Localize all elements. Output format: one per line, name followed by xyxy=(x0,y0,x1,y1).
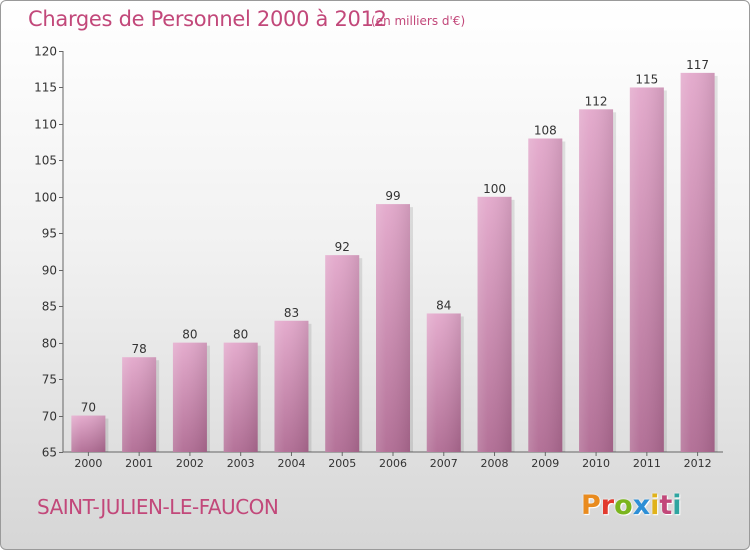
bar-highlight xyxy=(477,196,512,452)
logo-letter: r xyxy=(600,490,615,521)
bar-highlight xyxy=(376,204,410,452)
y-tick-label: 100 xyxy=(34,191,57,205)
y-tick-label: 90 xyxy=(42,264,57,278)
data-label: 92 xyxy=(335,240,350,254)
logo-letter: x xyxy=(632,490,651,521)
bar-highlight xyxy=(579,109,614,452)
logo-letter: i xyxy=(650,490,660,521)
x-tick-label: 2008 xyxy=(481,457,509,470)
data-label: 100 xyxy=(483,182,506,196)
logo-letter: t xyxy=(659,490,673,521)
x-tick-label: 2004 xyxy=(277,457,305,470)
x-tick-label: 2010 xyxy=(582,457,610,470)
chart-subtitle: (en milliers d'€) xyxy=(371,14,466,28)
bar-highlight xyxy=(71,415,106,452)
logo-letter: o xyxy=(614,490,633,521)
y-tick-label: 115 xyxy=(34,81,57,95)
proxiti-logo[interactable]: Proxiti xyxy=(581,490,682,521)
y-tick-label: 95 xyxy=(42,227,57,241)
data-label: 80 xyxy=(233,328,248,342)
bar-highlight xyxy=(325,255,360,452)
x-tick-label: 2009 xyxy=(531,457,559,470)
y-tick-label: 65 xyxy=(42,446,57,460)
bar-highlight xyxy=(629,87,664,453)
bar-highlight xyxy=(528,138,563,452)
y-tick-label: 70 xyxy=(42,410,57,424)
data-label: 99 xyxy=(385,189,400,203)
x-tick-label: 2006 xyxy=(379,457,407,470)
y-tick-label: 120 xyxy=(34,45,57,59)
data-label: 70 xyxy=(81,401,96,415)
chart-title: Charges de Personnel 2000 à 2012 xyxy=(28,7,387,31)
logo-letter: P xyxy=(581,490,601,521)
bar-highlight xyxy=(274,320,309,452)
bar-highlight xyxy=(172,342,207,452)
bar-highlight xyxy=(426,313,461,452)
x-tick-label: 2003 xyxy=(227,457,255,470)
data-label: 80 xyxy=(182,328,197,342)
data-label: 84 xyxy=(436,298,451,312)
data-label: 108 xyxy=(534,123,557,137)
y-tick-label: 75 xyxy=(42,373,57,387)
data-label: 83 xyxy=(284,306,299,320)
bar-highlight xyxy=(223,342,258,452)
x-tick-label: 2001 xyxy=(125,457,153,470)
data-label: 115 xyxy=(635,72,658,86)
commune-name: SAINT-JULIEN-LE-FAUCON xyxy=(37,495,279,519)
y-tick-label: 85 xyxy=(42,300,57,314)
x-tick-label: 2000 xyxy=(74,457,102,470)
bars xyxy=(71,72,718,453)
y-tick-label: 80 xyxy=(42,337,57,351)
bar-highlight xyxy=(680,72,715,452)
x-tick-label: 2012 xyxy=(684,457,712,470)
y-tick-label: 110 xyxy=(34,118,57,132)
data-label: 112 xyxy=(585,94,608,108)
axes: 65 70 75 80 85 90 95 100 105 110 115 120 xyxy=(34,45,723,460)
x-tick-label: 2007 xyxy=(430,457,458,470)
x-tick-label: 2005 xyxy=(328,457,356,470)
y-tick-label: 105 xyxy=(34,154,57,168)
data-label: 78 xyxy=(132,342,147,356)
x-tick-label: 2011 xyxy=(633,457,661,470)
x-tick-label: 2002 xyxy=(176,457,204,470)
logo-letter: i xyxy=(672,490,682,521)
labels: 2000 70 2001 78 2002 80 2003 80 2004 83 2005 92 2006… xyxy=(74,58,711,470)
bar-highlight xyxy=(122,357,157,452)
data-label: 117 xyxy=(686,58,709,72)
